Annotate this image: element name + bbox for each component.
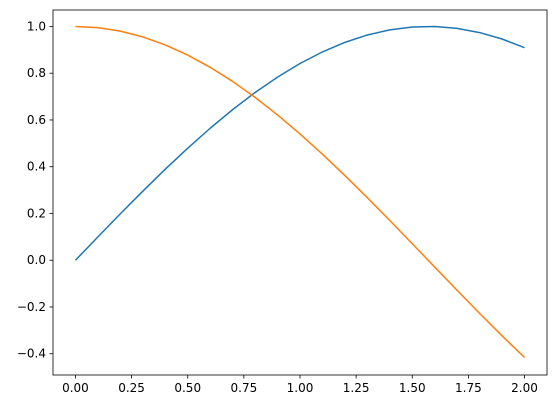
y-tick-label: 0.2: [27, 206, 46, 220]
x-tick-label: 0.75: [231, 381, 258, 395]
y-tick-label: −0.4: [17, 347, 46, 361]
y-axis-ticks: −0.4 −0.2 0.0 0.2 0.4 0.6 0.8 1.0: [17, 19, 53, 361]
x-tick-label: 1.50: [399, 381, 426, 395]
x-tick-label: 1.75: [455, 381, 482, 395]
x-tick-label: 0.00: [62, 381, 89, 395]
y-tick-label: 0.4: [27, 160, 46, 174]
x-tick-label: 1.00: [287, 381, 314, 395]
y-tick-label: 0.6: [27, 113, 46, 127]
series-line-2: [75, 25, 526, 359]
x-axis-ticks: 0.00 0.25 0.50 0.75 1.00 1.25 1.50 1.75 2.00: [62, 375, 538, 395]
y-tick-label: 1.0: [27, 19, 46, 33]
y-tick-label: 0.0: [27, 253, 46, 267]
x-tick-label: 0.25: [118, 381, 145, 395]
axes-frame: [52, 9, 548, 376]
y-tick-label: −0.2: [17, 300, 46, 314]
y-tick-label: 0.8: [27, 66, 46, 80]
x-tick-label: 1.25: [343, 381, 370, 395]
x-tick-label: 0.50: [174, 381, 201, 395]
x-tick-label: 2.00: [511, 381, 538, 395]
plot-lines: [74, 25, 526, 359]
series-line-1: [74, 25, 525, 261]
